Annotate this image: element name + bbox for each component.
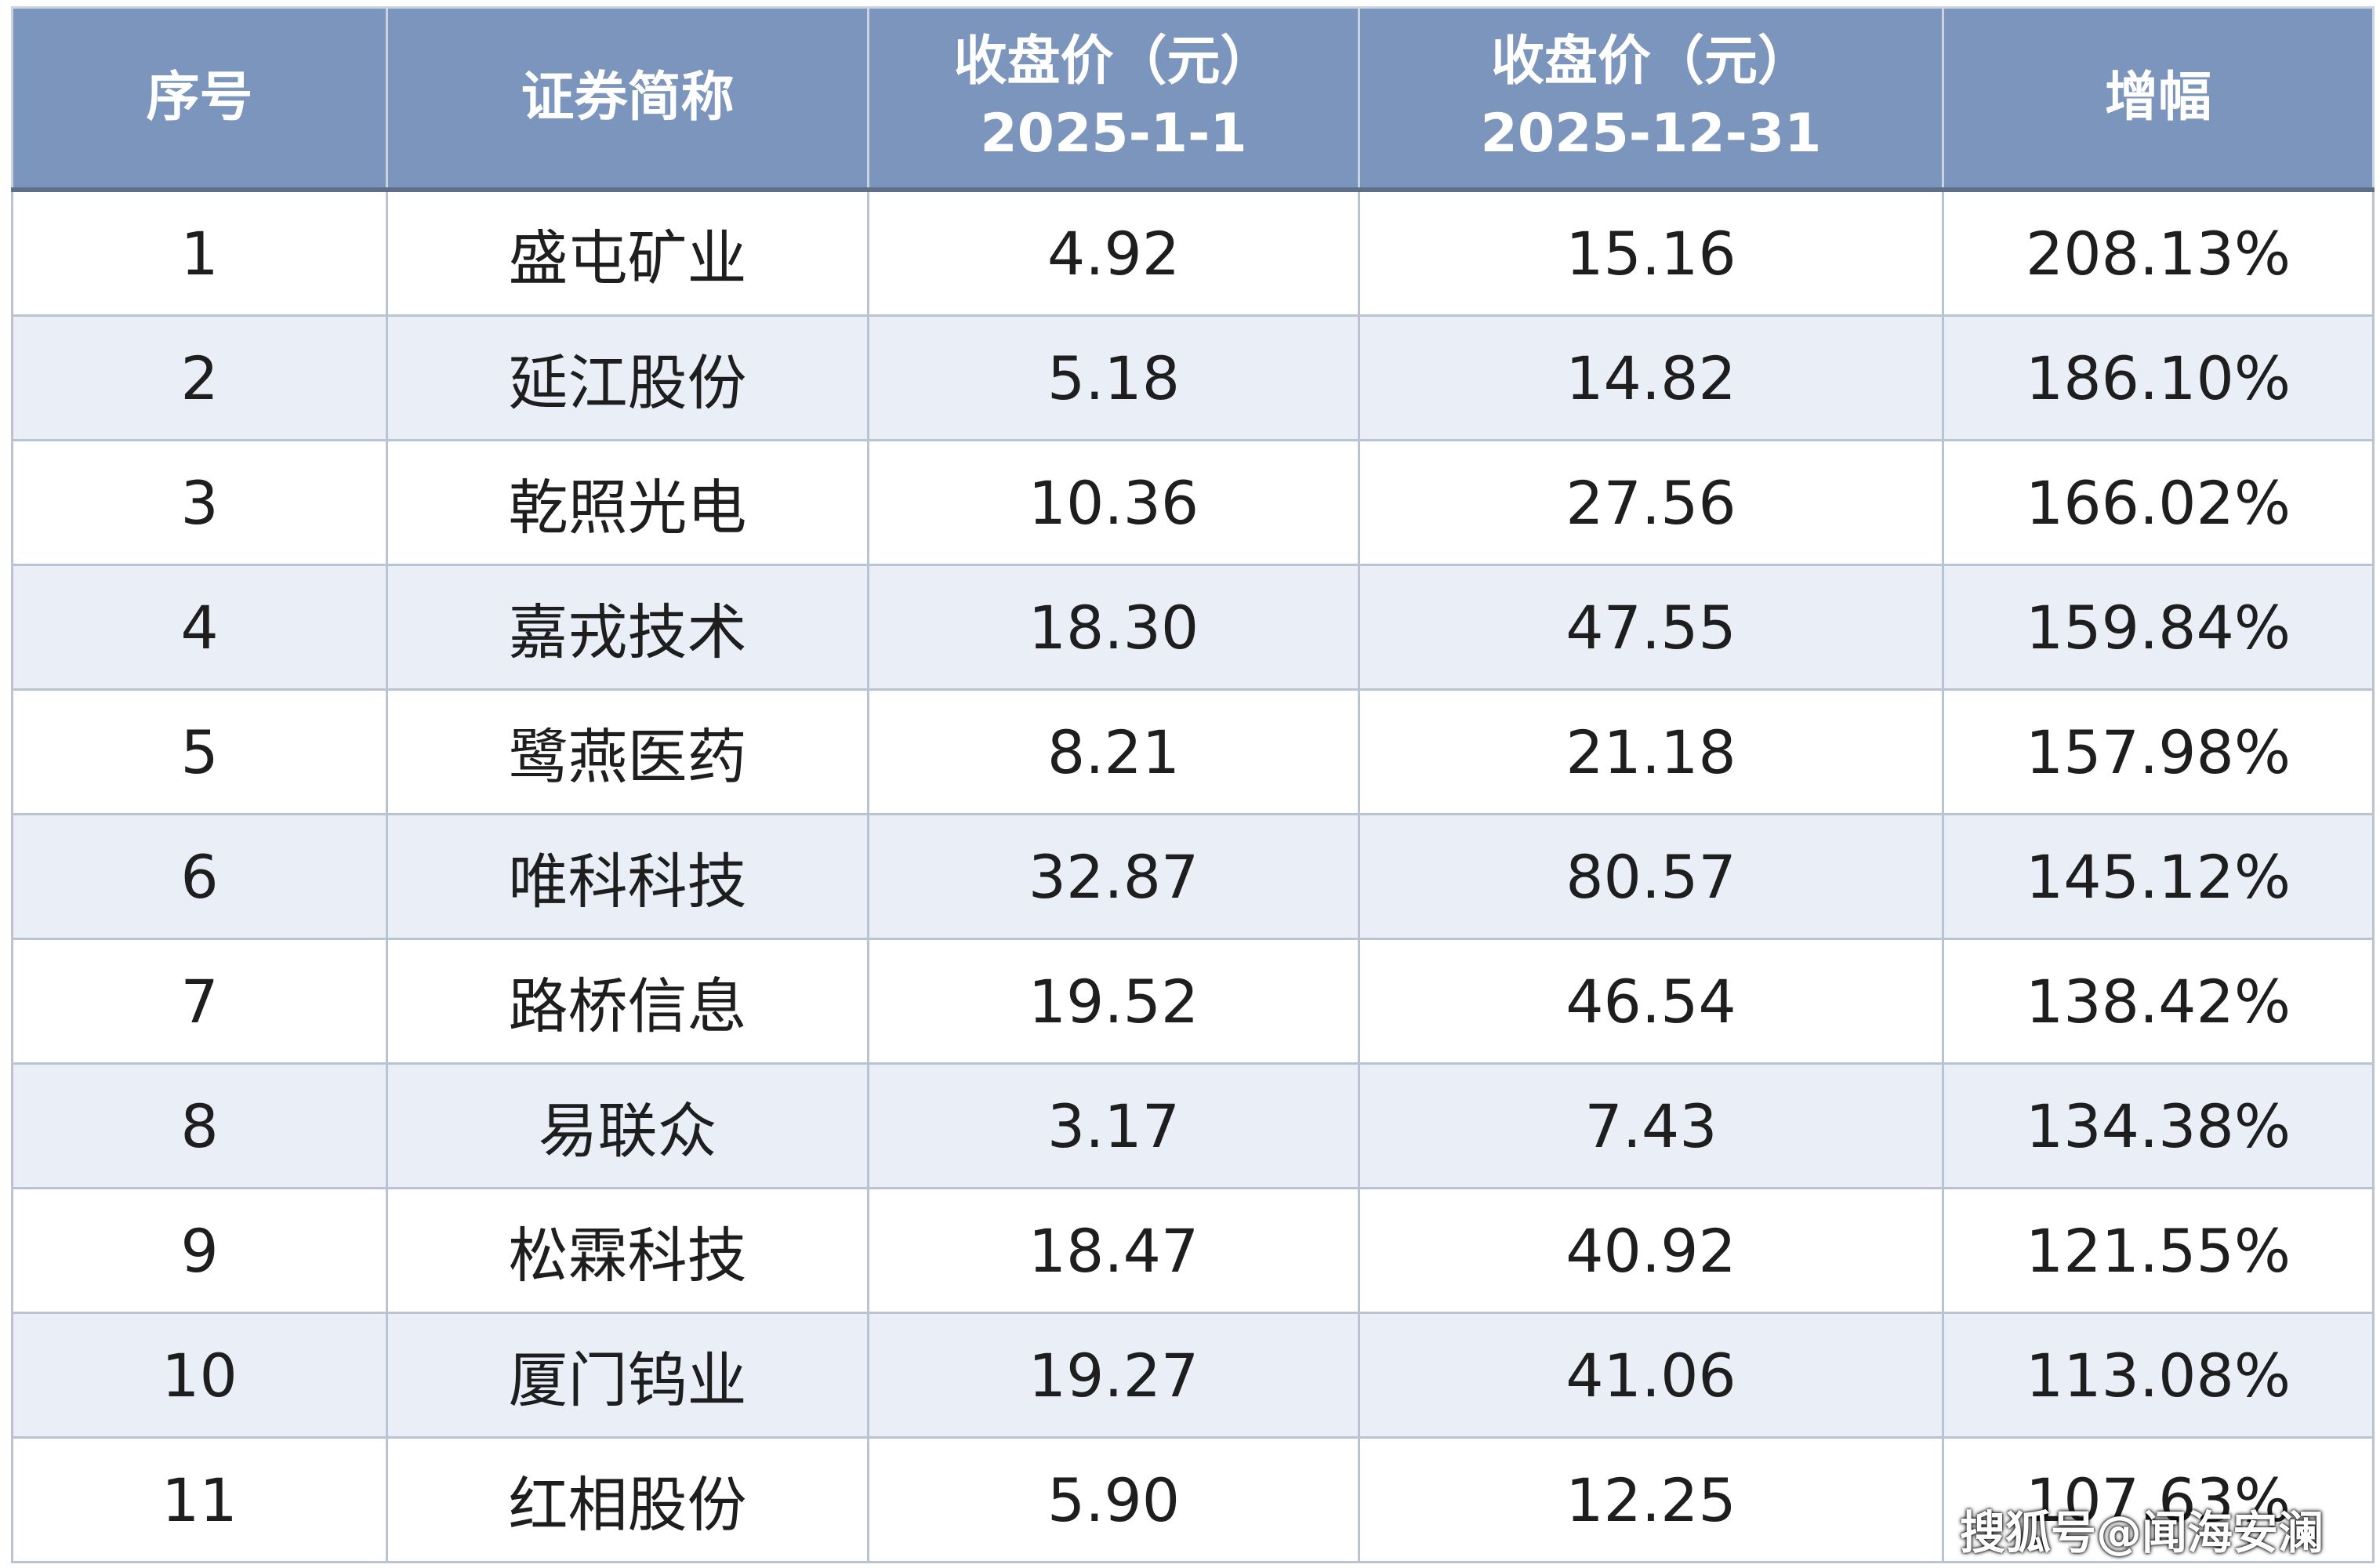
table-cell: 7.43 xyxy=(1358,1062,1944,1189)
table-row: 10 厦门钨业 19.27 41.06 113.08% xyxy=(11,1312,2375,1439)
table-cell: 鹭燕医药 xyxy=(386,688,869,815)
table-cell: 27.56 xyxy=(1358,439,1944,566)
table-cell: 1 xyxy=(11,188,388,317)
header-line: 收盘价（元） xyxy=(953,31,1274,93)
table-cell: 47.55 xyxy=(1358,564,1944,691)
table-cell: 113.08% xyxy=(1942,1312,2375,1439)
table-cell: 10 xyxy=(11,1312,388,1439)
header-line: 收盘价（元） xyxy=(1490,31,1811,93)
table-cell: 40.92 xyxy=(1358,1187,1944,1314)
table-cell: 3 xyxy=(11,439,388,566)
table-cell: 延江股份 xyxy=(386,314,869,441)
table-cell: 19.52 xyxy=(867,938,1360,1065)
header-cell: 序号 xyxy=(11,6,388,191)
table-cell: 厦门钨业 xyxy=(386,1312,869,1439)
table-row: 2 延江股份 5.18 14.82 186.10% xyxy=(11,314,2375,441)
table-cell: 121.55% xyxy=(1942,1187,2375,1314)
table-cell: 4.92 xyxy=(867,188,1360,317)
table-cell: 8 xyxy=(11,1062,388,1189)
table-cell: 嘉戎技术 xyxy=(386,564,869,691)
table-cell: 145.12% xyxy=(1942,813,2375,940)
table-cell: 14.82 xyxy=(1358,314,1944,441)
table-cell: 7 xyxy=(11,938,388,1065)
table-cell: 唯科科技 xyxy=(386,813,869,940)
header-cell: 证券简称 xyxy=(386,6,869,191)
table-cell: 186.10% xyxy=(1942,314,2375,441)
table-cell: 8.21 xyxy=(867,688,1360,815)
table-cell: 12.25 xyxy=(1358,1436,1944,1563)
table-cell: 15.16 xyxy=(1358,188,1944,317)
header-row: 序号 证券简称 收盘价（元） 2025-1-1 收盘价（元） 2025-12-31 增幅 xyxy=(11,6,2375,191)
table-row: 7 路桥信息 19.52 46.54 138.42% xyxy=(11,938,2375,1065)
table-cell: 138.42% xyxy=(1942,938,2375,1065)
table-row: 8 易联众 3.17 7.43 134.38% xyxy=(11,1062,2375,1189)
table-cell: 5.18 xyxy=(867,314,1360,441)
table-cell: 134.38% xyxy=(1942,1062,2375,1189)
table-row: 9 松霖科技 18.47 40.92 121.55% xyxy=(11,1187,2375,1314)
table-cell: 18.30 xyxy=(867,564,1360,691)
table-row: 11 红相股份 5.90 12.25 107.63% xyxy=(11,1436,2375,1563)
table-cell: 5.90 xyxy=(867,1436,1360,1563)
table-cell: 路桥信息 xyxy=(386,938,869,1065)
table-cell: 5 xyxy=(11,688,388,815)
table-cell: 32.87 xyxy=(867,813,1360,940)
table-cell: 41.06 xyxy=(1358,1312,1944,1439)
header-line: 2025-12-31 xyxy=(1480,103,1822,165)
table-cell: 18.47 xyxy=(867,1187,1360,1314)
table-cell: 19.27 xyxy=(867,1312,1360,1439)
table-cell: 易联众 xyxy=(386,1062,869,1189)
header-line: 证券简称 xyxy=(521,67,735,129)
table-cell: 6 xyxy=(11,813,388,940)
data-table: 序号 证券简称 收盘价（元） 2025-1-1 收盘价（元） 2025-12-31 增幅 1… xyxy=(11,6,2375,1563)
table-cell: 208.13% xyxy=(1942,188,2375,317)
header-cell: 收盘价（元） 2025-12-31 xyxy=(1358,6,1944,191)
table-cell: 166.02% xyxy=(1942,439,2375,566)
table-row: 3 乾照光电 10.36 27.56 166.02% xyxy=(11,439,2375,566)
table-cell: 11 xyxy=(11,1436,388,1563)
table-cell: 159.84% xyxy=(1942,564,2375,691)
table-row: 4 嘉戎技术 18.30 47.55 159.84% xyxy=(11,564,2375,691)
table-cell: 46.54 xyxy=(1358,938,1944,1065)
table-cell: 3.17 xyxy=(867,1062,1360,1189)
table-row: 6 唯科科技 32.87 80.57 145.12% xyxy=(11,813,2375,940)
header-cell: 增幅 xyxy=(1942,6,2375,191)
table-cell: 9 xyxy=(11,1187,388,1314)
table-cell: 红相股份 xyxy=(386,1436,869,1563)
header-cell: 收盘价（元） 2025-1-1 xyxy=(867,6,1360,191)
table-cell: 2 xyxy=(11,314,388,441)
table-cell: 80.57 xyxy=(1358,813,1944,940)
table-cell: 157.98% xyxy=(1942,688,2375,815)
table-cell: 107.63% xyxy=(1942,1436,2375,1563)
table-row: 5 鹭燕医药 8.21 21.18 157.98% xyxy=(11,688,2375,815)
header-line: 序号 xyxy=(146,67,253,129)
table-cell: 10.36 xyxy=(867,439,1360,566)
table-cell: 盛屯矿业 xyxy=(386,188,869,317)
table-cell: 乾照光电 xyxy=(386,439,869,566)
table-cell: 4 xyxy=(11,564,388,691)
header-line: 增幅 xyxy=(2104,67,2211,129)
table-cell: 松霖科技 xyxy=(386,1187,869,1314)
watermark: 搜狐号@闻海安澜 xyxy=(1960,1506,2324,1559)
table-row: 1 盛屯矿业 4.92 15.16 208.13% xyxy=(11,188,2375,317)
table-cell: 21.18 xyxy=(1358,688,1944,815)
header-line: 2025-1-1 xyxy=(980,103,1247,165)
